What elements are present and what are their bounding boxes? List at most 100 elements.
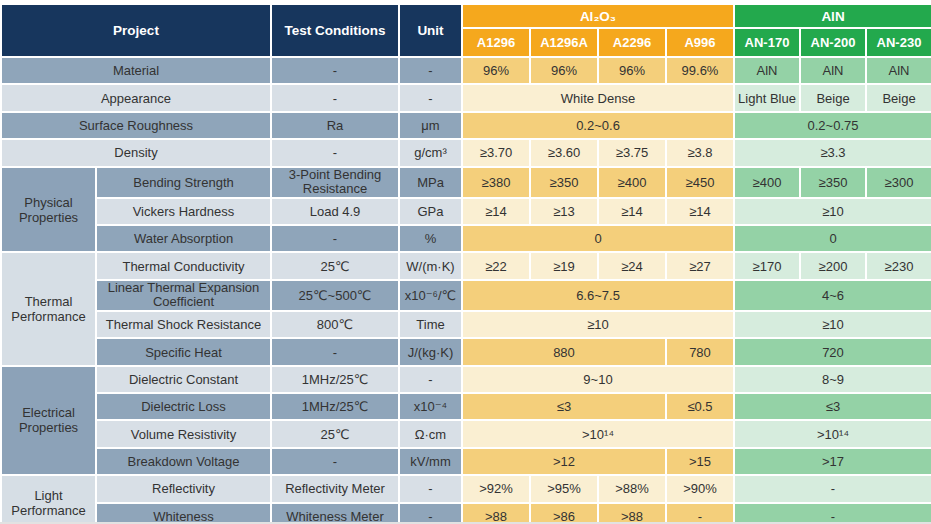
unit-cell: MPa [399,167,462,198]
value-cell-aln: ≥350 [800,167,866,198]
value-cell-al2o3: ≥3.70 [462,139,530,166]
unit-cell: - [399,57,462,84]
property-cell: Density [1,139,271,166]
table-row: Electrical PropertiesDielectric Constant… [1,366,931,393]
table-row: Volume Resistivity25℃Ω·cm>10¹⁴>10¹⁴ [1,420,931,447]
header-group-row: Project Test Conditions Unit Al₂O₃ AlN [1,4,931,28]
value-cell-aln: AlN [734,57,800,84]
value-cell-al2o3: >90% [666,475,734,502]
value-cell-al2o3: >10¹⁴ [462,420,734,447]
value-cell-al2o3: ≥350 [530,167,598,198]
table-row: Dielectric Loss1MHz/25℃x10⁻⁴≤3≤0.5≤3 [1,393,931,420]
value-cell-aln: 720 [734,338,931,365]
value-cell-al2o3: ≥10 [462,311,734,338]
unit-cell: Time [399,311,462,338]
value-cell-aln: Beige [866,84,931,111]
value-cell-al2o3: ≥3.8 [666,139,734,166]
table-row: Vickers HardnessLoad 4.9GPa≥14≥13≥14≥14≥… [1,198,931,225]
test-condition-cell: - [271,338,399,365]
value-cell-aln: - [734,503,931,524]
value-cell-al2o3: ≥3.75 [598,139,666,166]
value-cell-al2o3: 880 [462,338,666,365]
value-cell-al2o3: ≥14 [666,198,734,225]
property-cell: Breakdown Voltage [96,448,271,475]
value-cell-al2o3: ≥450 [666,167,734,198]
value-cell-al2o3: 0 [462,225,734,252]
test-condition-cell: 800℃ [271,311,399,338]
property-cell: Water Absorption [96,225,271,252]
unit-cell: - [399,366,462,393]
value-cell-aln: ≥300 [866,167,931,198]
table-row: Surface RoughnessRaμm0.2~0.60.2~0.75 [1,112,931,139]
value-cell-aln: Light Blue [734,84,800,111]
value-cell-aln: ≥10 [734,198,931,225]
column-header-a1296: A1296 [462,28,530,57]
aln-group-header: AlN [734,4,931,28]
unit-cell: - [399,475,462,502]
property-cell: Dielectric Constant [96,366,271,393]
value-cell-al2o3: >88% [598,475,666,502]
test-condition-cell: - [271,84,399,111]
column-header-a1296a: A1296A [530,28,598,57]
value-cell-aln: AlN [800,57,866,84]
column-header-an-170: AN-170 [734,28,800,57]
value-cell-al2o3: >95% [530,475,598,502]
test-condition-cell: 1MHz/25℃ [271,366,399,393]
column-header-an-230: AN-230 [866,28,931,57]
table-row: Physical PropertiesBending Strength3-Poi… [1,167,931,198]
value-cell-al2o3: ≥19 [530,252,598,279]
project-header: Project [1,4,271,57]
value-cell-al2o3: >88 [598,503,666,524]
test-condition-cell: 25℃~500℃ [271,280,399,311]
group-cell: Thermal Performance [1,252,96,365]
property-cell: Vickers Hardness [96,198,271,225]
value-cell-al2o3: 780 [666,338,734,365]
value-cell-al2o3: ≥27 [666,252,734,279]
value-cell-al2o3: >12 [462,448,666,475]
test-condition-cell: 25℃ [271,420,399,447]
value-cell-aln: Beige [800,84,866,111]
value-cell-aln: ≥170 [734,252,800,279]
value-cell-al2o3: ≥380 [462,167,530,198]
property-cell: Specific Heat [96,338,271,365]
test-conditions-header: Test Conditions [271,4,399,57]
test-condition-cell: Ra [271,112,399,139]
unit-cell: x10⁻⁶/℃ [399,280,462,311]
table-row: Linear Thermal Expansion Coefficient25℃~… [1,280,931,311]
property-cell: Reflectivity [96,475,271,502]
value-cell-al2o3: 96% [530,57,598,84]
value-cell-aln: 8~9 [734,366,931,393]
test-condition-cell: Whiteness Meter [271,503,399,524]
test-condition-cell: 1MHz/25℃ [271,393,399,420]
value-cell-aln: ≤3 [734,393,931,420]
value-cell-al2o3: ≤3 [462,393,666,420]
property-cell: Dielectric Loss [96,393,271,420]
unit-header: Unit [399,4,462,57]
group-cell: Light Performance [1,475,96,524]
column-header-an-200: AN-200 [800,28,866,57]
property-cell: Whiteness [96,503,271,524]
table-row: Material--96%96%96%99.6%AlNAlNAlN [1,57,931,84]
value-cell-aln: ≥200 [800,252,866,279]
value-cell-al2o3: 9~10 [462,366,734,393]
value-cell-al2o3: ≥24 [598,252,666,279]
table-row: WhitenessWhiteness Meter->88>86>88-- [1,503,931,524]
table-row: Breakdown Voltage-kV/mm>12>15>17 [1,448,931,475]
unit-cell: W/(m·K) [399,252,462,279]
value-cell-aln: 4~6 [734,280,931,311]
column-header-a996: A996 [666,28,734,57]
value-cell-al2o3: 96% [598,57,666,84]
value-cell-aln: ≥10 [734,311,931,338]
test-condition-cell: - [271,57,399,84]
test-condition-cell: Load 4.9 [271,198,399,225]
value-cell-al2o3: 99.6% [666,57,734,84]
property-cell: Volume Resistivity [96,420,271,447]
test-condition-cell: Reflectivity Meter [271,475,399,502]
group-cell: Electrical Properties [1,366,96,476]
value-cell-al2o3: ≥22 [462,252,530,279]
value-cell-aln: >17 [734,448,931,475]
unit-cell: % [399,225,462,252]
unit-cell: J/(kg·K) [399,338,462,365]
property-cell: Material [1,57,271,84]
table-row: Water Absorption-%00 [1,225,931,252]
